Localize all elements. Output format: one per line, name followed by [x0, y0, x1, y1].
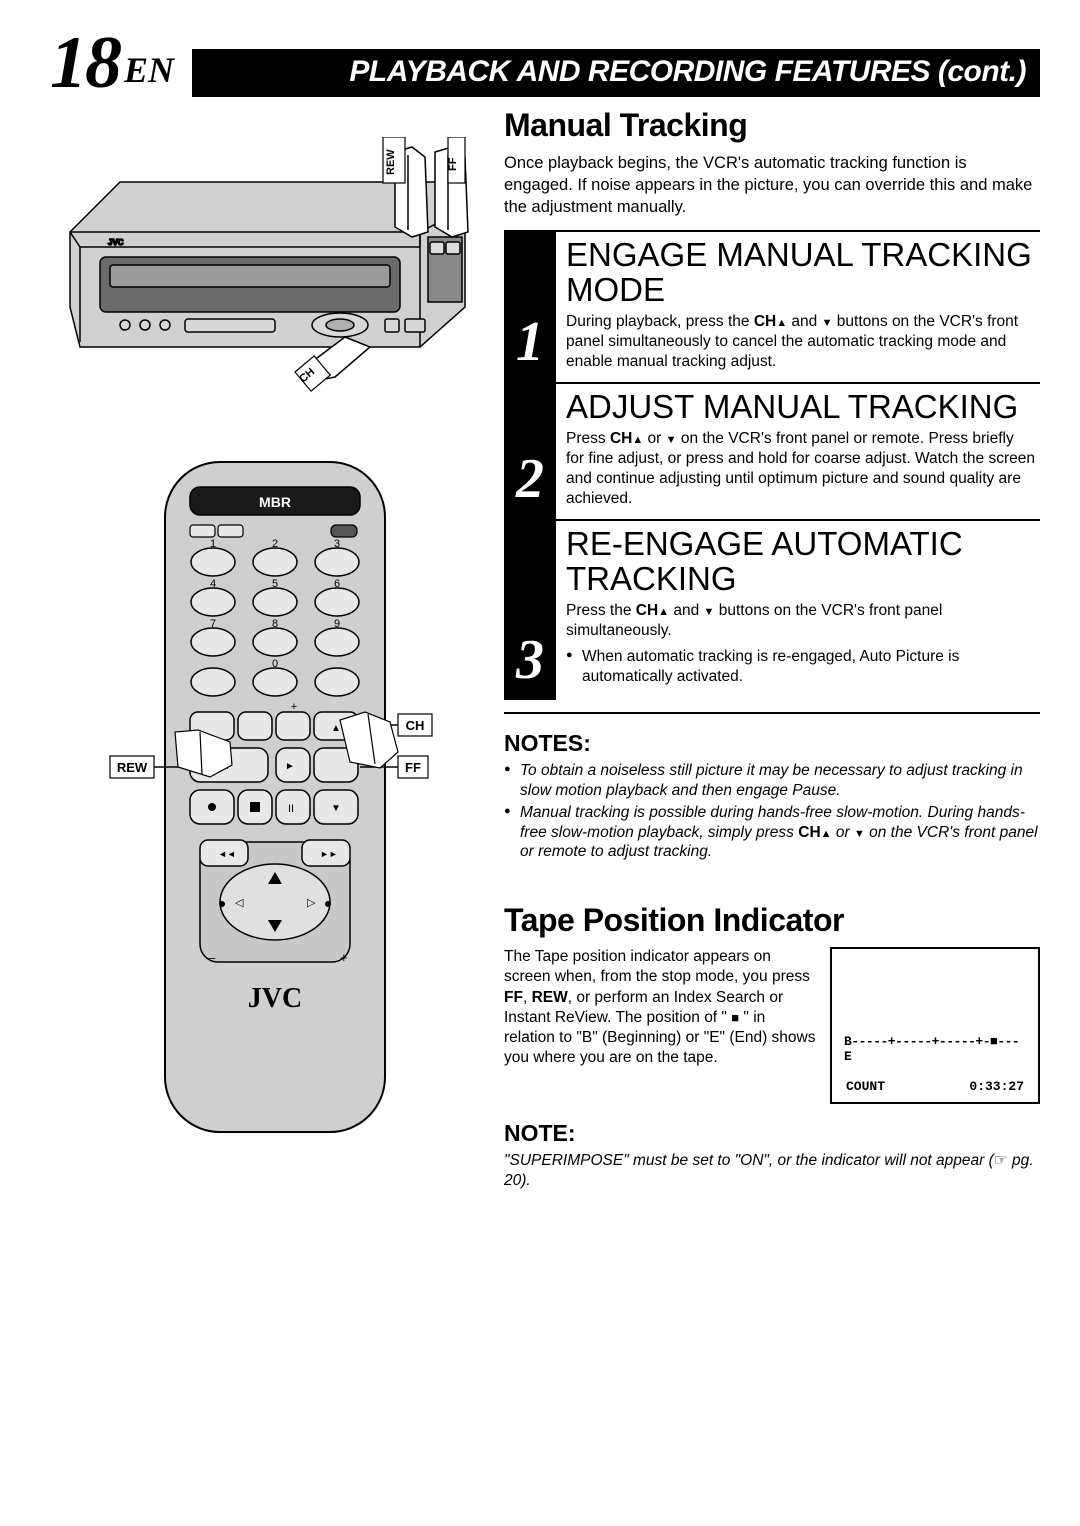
pointer-icon [994, 1152, 1008, 1169]
svg-text:9: 9 [334, 618, 340, 630]
remote-illustration: MBR 1 2 3 4 5 6 7 8 9 [50, 452, 480, 1157]
step-number: 3 [504, 521, 556, 700]
count-label: COUNT [846, 1079, 885, 1094]
svg-text:2: 2 [272, 538, 278, 550]
svg-text:MBR: MBR [259, 494, 291, 510]
step-title: ENGAGE MANUAL TRACKING MODE [566, 238, 1036, 307]
note-item-2: Manual tracking is possible during hands… [520, 804, 1038, 861]
page-header: 18 EN PLAYBACK AND RECORDING FEATURES (c… [50, 30, 1040, 97]
notes-list: To obtain a noiseless still picture it m… [504, 761, 1040, 862]
step-body: During playback, press the CH and button… [566, 312, 1036, 372]
step-title: ADJUST MANUAL TRACKING [566, 390, 1036, 425]
svg-text:▷: ▷ [307, 897, 316, 909]
step-1: 1 ENGAGE MANUAL TRACKING MODE During pla… [504, 230, 1040, 382]
svg-text:◄◄: ◄◄ [218, 849, 236, 859]
svg-text:5: 5 [272, 578, 278, 590]
svg-text:II: II [288, 803, 294, 815]
step-2: 2 ADJUST MANUAL TRACKING Press CH or on … [504, 382, 1040, 519]
svg-text:1: 1 [210, 538, 216, 550]
svg-text:FF: FF [447, 157, 459, 171]
step-bullets: When automatic tracking is re-engaged, A… [566, 647, 1036, 687]
svg-text:CH: CH [406, 718, 425, 733]
svg-text:–: – [208, 950, 216, 965]
svg-text:7: 7 [210, 618, 216, 630]
triangle-up-icon [632, 430, 643, 447]
square-icon [731, 1009, 739, 1026]
svg-text:+: + [291, 701, 297, 713]
step-number: 2 [504, 384, 556, 519]
note-heading: NOTE: [504, 1120, 1040, 1147]
svg-text:►: ► [285, 761, 295, 772]
page-language: EN [124, 49, 174, 97]
step-body: Press CH or on the VCR's front panel or … [566, 429, 1036, 510]
svg-text:◁: ◁ [235, 897, 244, 909]
count-value: 0:33:27 [969, 1079, 1024, 1094]
svg-text:JVC: JVC [248, 983, 302, 1014]
svg-text:4: 4 [210, 578, 216, 590]
step-body: Press the CH and buttons on the VCR's fr… [566, 601, 1036, 641]
triangle-up-icon [776, 313, 787, 330]
svg-text:JVC: JVC [108, 238, 124, 247]
tape-screen-display: B-----+-----+-----+-■---E COUNT 0:33:27 [830, 947, 1040, 1104]
svg-text:REW: REW [385, 148, 397, 174]
svg-text:3: 3 [334, 538, 340, 550]
triangle-down-icon [704, 602, 715, 619]
svg-text:FF: FF [405, 760, 421, 775]
triangle-down-icon [666, 430, 677, 447]
svg-text:6: 6 [334, 578, 340, 590]
page-number: 18 [50, 30, 120, 97]
step-3: 3 RE-ENGAGE AUTOMATIC TRACKING Press the… [504, 519, 1040, 714]
step-number: 1 [504, 232, 556, 382]
manual-tracking-heading: Manual Tracking [504, 107, 1040, 144]
section-title: PLAYBACK AND RECORDING FEATURES (cont.) [192, 49, 1040, 97]
notes-heading: NOTES: [504, 730, 1040, 757]
svg-text:8: 8 [272, 618, 278, 630]
tape-position-line: B-----+-----+-----+-■---E [844, 1034, 1026, 1064]
svg-text:▼: ▼ [331, 803, 341, 814]
tape-indicator-heading: Tape Position Indicator [504, 902, 1040, 939]
step-title: RE-ENGAGE AUTOMATIC TRACKING [566, 527, 1036, 596]
manual-tracking-intro: Once playback begins, the VCR's automati… [504, 152, 1040, 219]
tape-count-row: COUNT 0:33:27 [846, 1079, 1024, 1094]
note-text: "SUPERIMPOSE" must be set to "ON", or th… [504, 1151, 1040, 1191]
svg-text:▲: ▲ [331, 723, 341, 734]
svg-text:REW: REW [117, 760, 148, 775]
triangle-down-icon [822, 313, 833, 330]
tape-indicator-text: The Tape position indicator appears on s… [504, 947, 816, 1104]
illustrations-column: JVC REW FF CH [50, 107, 480, 1207]
svg-text:►►: ►► [320, 849, 338, 859]
svg-text:0: 0 [272, 658, 278, 670]
vcr-illustration: JVC REW FF CH [50, 137, 480, 402]
triangle-up-icon [658, 602, 669, 619]
svg-text:+: + [340, 950, 348, 965]
